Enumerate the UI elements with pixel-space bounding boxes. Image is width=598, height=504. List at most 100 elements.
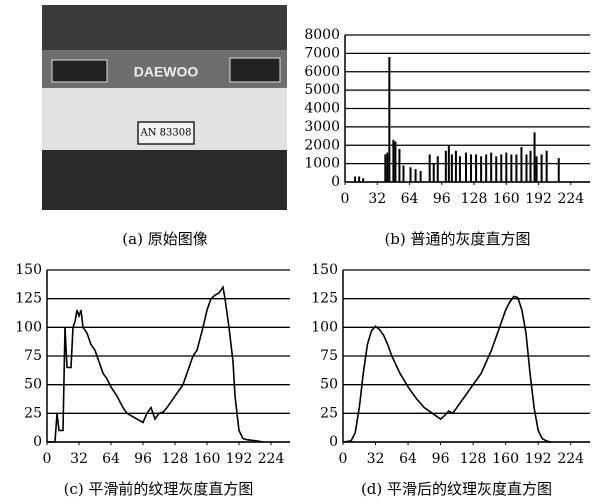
y-tick-label: 150: [15, 262, 42, 278]
x-tick-label: 224: [557, 191, 584, 207]
x-tick-label: 128: [460, 451, 487, 467]
bar: [500, 154, 503, 182]
bar: [520, 147, 523, 182]
x-tick-label: 0: [341, 191, 350, 207]
bar: [358, 176, 361, 182]
bar: [444, 150, 447, 182]
bar: [557, 158, 560, 182]
bar: [545, 150, 548, 182]
bar: [495, 156, 498, 182]
bar: [402, 165, 405, 182]
x-tick-label: 128: [461, 191, 488, 207]
y-tick-label: 150: [311, 262, 338, 278]
x-tick-label: 192: [525, 451, 552, 467]
x-tick-label: 64: [401, 191, 419, 207]
bar: [394, 141, 397, 182]
y-tick-label: 0: [331, 174, 340, 190]
bar: [525, 154, 528, 182]
bar: [510, 154, 513, 182]
bar: [354, 176, 357, 182]
bar: [398, 148, 401, 182]
y-tick-label: 25: [320, 405, 338, 421]
y-tick-label: 75: [320, 348, 338, 364]
y-tick-label: 3000: [304, 119, 340, 135]
x-tick-label: 192: [525, 191, 552, 207]
right-light: [229, 57, 281, 83]
y-tick-label: 0: [329, 434, 338, 450]
bar: [529, 150, 532, 182]
logo: DAEWOO: [134, 64, 199, 80]
bar: [490, 152, 493, 182]
y-tick-label: 50: [24, 377, 42, 393]
y-tick-label: 5000: [304, 82, 340, 98]
x-tick-label: 160: [493, 191, 520, 207]
bar: [480, 156, 483, 182]
y-tick-label: 7000: [304, 45, 340, 61]
y-tick-label: 1000: [304, 156, 340, 172]
bar: [475, 154, 478, 182]
x-tick-label: 32: [367, 451, 385, 467]
bar: [436, 156, 439, 182]
bar: [432, 163, 435, 182]
bar: [388, 57, 391, 182]
x-tick-label: 96: [134, 451, 152, 467]
y-tick-label: 8000: [304, 27, 340, 43]
bar: [458, 156, 461, 182]
bar: [419, 170, 422, 182]
bar: [447, 145, 450, 182]
y-tick-label: 125: [15, 291, 42, 307]
x-tick-label: 224: [258, 451, 285, 467]
y-tick-label: 100: [311, 319, 338, 335]
x-tick-label: 128: [162, 451, 189, 467]
bar: [485, 154, 488, 182]
y-tick-label: 100: [15, 319, 42, 335]
bar: [515, 154, 518, 182]
caption: (d) 平滑后的纹理灰度直方图: [361, 480, 552, 498]
bar: [428, 154, 431, 182]
line: [47, 285, 264, 443]
y-tick-label: 4000: [304, 101, 340, 117]
x-tick-label: 32: [368, 191, 386, 207]
bar: [362, 178, 365, 182]
bar: [384, 154, 387, 182]
y-tick-label: 0: [33, 434, 42, 450]
x-tick-label: 64: [102, 451, 120, 467]
x-tick-label: 96: [433, 191, 451, 207]
x-tick-label: 0: [43, 451, 52, 467]
x-tick-label: 64: [399, 451, 417, 467]
y-tick-label: 25: [24, 405, 42, 421]
left-light: [51, 59, 108, 83]
x-tick-label: 0: [339, 451, 348, 467]
y-tick-label: 50: [320, 377, 338, 393]
bar: [392, 139, 395, 182]
y-tick-label: 6000: [304, 64, 340, 80]
bar: [409, 167, 412, 182]
y-tick-label: 2000: [304, 137, 340, 153]
bar: [414, 169, 417, 182]
photo-top: [42, 5, 287, 50]
x-tick-label: 96: [432, 451, 450, 467]
y-tick-label: 75: [24, 348, 42, 364]
plate-text: AN 83308: [140, 128, 192, 139]
road: [42, 150, 287, 210]
bar: [505, 152, 508, 182]
x-tick-label: 192: [226, 451, 253, 467]
bar: [540, 154, 543, 182]
line: [342, 295, 551, 443]
plate-box: [137, 121, 195, 145]
bar: [386, 152, 389, 182]
bar: [533, 132, 536, 182]
x-tick-label: 160: [194, 451, 221, 467]
bar: [464, 152, 467, 182]
y-tick-label: 125: [311, 291, 338, 307]
x-tick-label: 224: [557, 451, 584, 467]
caption: (b) 普通的灰度直方图: [384, 230, 530, 248]
bar: [535, 156, 538, 182]
bar: [450, 154, 453, 182]
bar: [454, 150, 457, 182]
x-tick-label: 32: [70, 451, 88, 467]
caption: (c) 平滑前的纹理灰度直方图: [64, 480, 254, 498]
x-tick-label: 160: [492, 451, 519, 467]
